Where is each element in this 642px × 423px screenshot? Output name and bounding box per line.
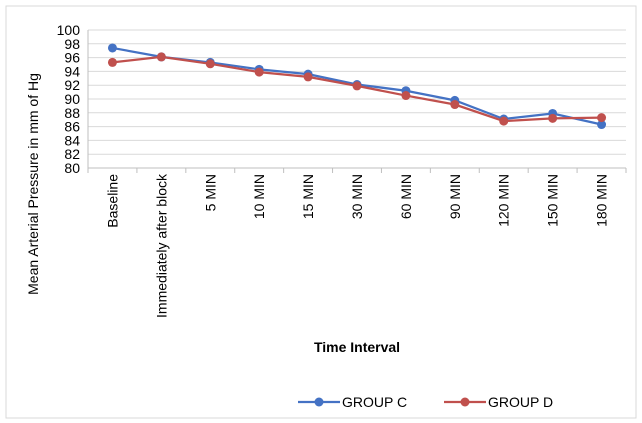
x-axis-title: Time Interval <box>314 339 400 355</box>
y-tick-label: 84 <box>64 132 80 148</box>
legend-item-2: GROUP D <box>444 394 553 410</box>
y-axis-title: Mean Arterial Pressure in mm of Hg <box>25 73 41 295</box>
x-tick-label: 10 MIN <box>251 174 267 219</box>
y-tick-label: 86 <box>64 119 80 135</box>
data-point <box>254 67 264 77</box>
chart-border <box>5 5 637 419</box>
x-tick-label: Immediately after block <box>153 173 169 318</box>
y-tick-label: 96 <box>64 50 80 66</box>
y-tick-label: 98 <box>64 36 80 52</box>
data-point <box>450 100 460 110</box>
x-tick-label: Baseline <box>104 174 120 228</box>
x-tick-label: 15 MIN <box>300 174 316 219</box>
y-tick-label: 82 <box>64 146 80 162</box>
x-tick-label: 60 MIN <box>398 174 414 219</box>
legend: GROUP C GROUP D <box>298 394 553 410</box>
series-2 <box>107 52 607 126</box>
data-point <box>107 57 117 67</box>
series <box>107 43 607 130</box>
y-tick-label: 100 <box>57 22 81 38</box>
y-tick-label: 94 <box>64 63 80 79</box>
data-point <box>401 91 411 101</box>
x-tick-label: 150 MIN <box>545 174 561 227</box>
y-tick-label: 92 <box>64 77 80 93</box>
x-tick-label: 90 MIN <box>447 174 463 219</box>
gridlines <box>88 29 626 169</box>
data-point <box>205 59 215 69</box>
x-tick-label: 180 MIN <box>594 174 610 227</box>
legend-marker <box>460 397 470 407</box>
data-point <box>352 81 362 91</box>
data-point <box>303 72 313 82</box>
legend-marker <box>314 397 324 407</box>
y-tick-label: 90 <box>64 91 80 107</box>
y-tick-label: 88 <box>64 105 80 121</box>
legend-label: GROUP C <box>342 394 407 410</box>
x-tick-label: 30 MIN <box>349 174 365 219</box>
data-point <box>499 116 509 126</box>
data-point <box>156 52 166 62</box>
legend-label: GROUP D <box>488 394 553 410</box>
data-point <box>597 113 607 123</box>
data-point <box>107 43 117 53</box>
data-point <box>548 113 558 123</box>
y-tick-label: 80 <box>64 160 80 176</box>
legend-item-1: GROUP C <box>298 394 407 410</box>
x-tick-label: 120 MIN <box>496 174 512 227</box>
x-tick-label: 5 MIN <box>202 174 218 211</box>
data-point <box>597 120 607 130</box>
